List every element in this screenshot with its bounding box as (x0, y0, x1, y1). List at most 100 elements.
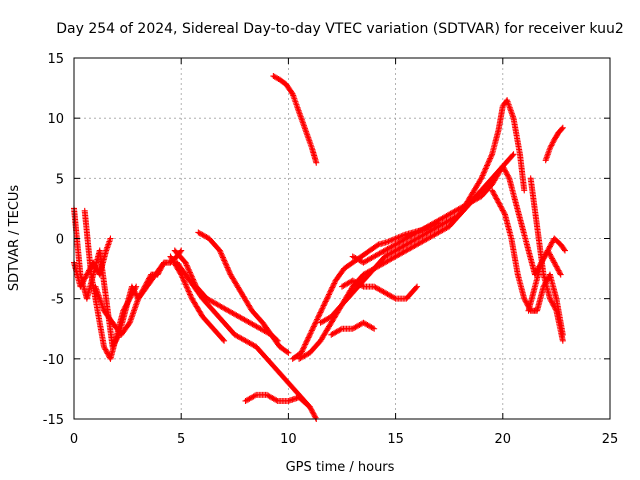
data-point (521, 295, 528, 302)
data-point (185, 288, 192, 295)
data-point (190, 276, 197, 283)
data-point (185, 266, 192, 273)
data-point (178, 273, 185, 280)
data-point (304, 335, 311, 342)
data-point (126, 297, 133, 304)
data-point (182, 259, 189, 266)
data-point (388, 237, 395, 244)
data-point (328, 285, 335, 292)
data-point (128, 291, 135, 298)
series-arc-peak (456, 97, 528, 218)
data-point (329, 283, 336, 290)
data-point (546, 145, 553, 152)
data-point (485, 158, 492, 165)
data-point (224, 265, 231, 272)
chart-title: Day 254 of 2024, Sidereal Day-to-day VTE… (56, 21, 624, 37)
y-axis-label: SDTVAR / TECUs (7, 185, 22, 292)
data-point (318, 306, 325, 313)
data-point (270, 73, 277, 80)
y-tick-label: 0 (56, 233, 64, 248)
data-points (71, 73, 568, 422)
data-point (179, 274, 186, 281)
data-point (187, 292, 194, 299)
data-point (499, 163, 506, 170)
data-point (306, 403, 313, 410)
series-arc-rise-1 (289, 219, 442, 362)
data-point (187, 291, 194, 298)
data-point (182, 281, 189, 288)
data-point (546, 295, 553, 302)
data-point (225, 267, 232, 274)
data-point (371, 325, 378, 332)
data-point (221, 257, 228, 264)
data-point (132, 284, 139, 291)
data-point (484, 162, 491, 169)
data-point (304, 337, 311, 344)
data-point (522, 298, 529, 305)
data-point (130, 288, 137, 295)
data-point (496, 200, 503, 207)
series-arc-low (242, 391, 313, 410)
data-point (311, 322, 318, 329)
data-point (490, 190, 497, 197)
data-point (480, 171, 487, 178)
data-point (78, 280, 85, 287)
data-point (102, 346, 109, 353)
data-point (312, 320, 319, 327)
data-point (226, 270, 233, 277)
data-point (127, 294, 134, 301)
data-point (180, 277, 187, 284)
data-point (322, 298, 329, 305)
data-point (124, 299, 131, 306)
data-point (216, 247, 223, 254)
data-point (320, 302, 327, 309)
data-point (396, 233, 403, 240)
data-point (414, 283, 421, 290)
data-point (79, 279, 86, 286)
data-point (180, 275, 187, 282)
data-point (178, 271, 185, 278)
data-point (552, 262, 559, 269)
data-point (557, 271, 564, 278)
series-arc-late-4 (527, 175, 566, 344)
data-point (313, 317, 320, 324)
data-point (501, 210, 508, 217)
data-point (120, 307, 127, 314)
data-point (481, 168, 488, 175)
data-point (549, 239, 556, 246)
data-point (123, 301, 130, 308)
data-point (503, 169, 510, 176)
data-point (311, 413, 318, 420)
y-tick-label: -10 (43, 353, 64, 368)
data-point (298, 348, 305, 355)
data-point (308, 407, 315, 414)
data-point (220, 256, 227, 263)
data-point (558, 125, 565, 132)
data-point (552, 306, 559, 313)
x-tick-label: 15 (387, 432, 404, 447)
data-point (500, 208, 507, 215)
data-point (184, 263, 191, 270)
data-point (504, 171, 511, 178)
data-point (549, 256, 556, 263)
data-point (324, 294, 331, 301)
data-point (494, 196, 501, 203)
data-point (188, 272, 195, 279)
data-point (131, 287, 138, 294)
data-point (553, 263, 560, 270)
data-point (125, 320, 132, 327)
data-point (218, 251, 225, 258)
data-point (123, 302, 130, 309)
data-point (186, 269, 193, 276)
data-point (320, 303, 327, 310)
series-arc-rise-4 (339, 277, 421, 302)
data-point (498, 204, 505, 211)
data-point (251, 392, 258, 399)
data-point (325, 292, 332, 299)
data-point (101, 345, 108, 352)
data-point (188, 294, 195, 301)
series-arc-dip-2 (171, 247, 281, 344)
data-point (186, 290, 193, 297)
data-point (391, 294, 398, 301)
